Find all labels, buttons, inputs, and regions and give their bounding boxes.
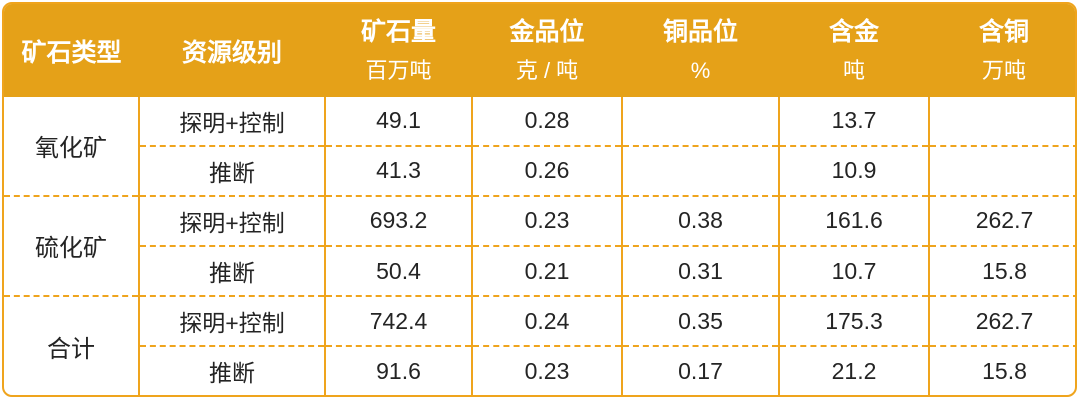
ore-tonnage-cell: 742.4 — [324, 295, 472, 347]
table-row: 氧化矿 探明+控制 49.1 0.28 13.7 — [4, 97, 1075, 162]
gold-grade-cell: 0.24 — [471, 295, 622, 347]
ore-type-cell: 硫化矿 — [4, 194, 139, 297]
header-row: 矿石类型 资源级别 矿石量 百万吨 金品位 克 / 吨 — [4, 4, 1075, 97]
gold-content-cell: 161.6 — [778, 194, 929, 246]
header-ore-tonnage: 矿石量 百万吨 — [325, 4, 472, 97]
ore-type-cell: 氧化矿 — [35, 135, 107, 163]
header-copper-grade: 铜品位 % — [622, 4, 779, 97]
header-copper-content-title: 含铜 — [978, 17, 1029, 46]
header-gold-grade-unit: 克 / 吨 — [515, 57, 579, 83]
copper-content-cell — [928, 144, 1075, 196]
header-copper-grade-unit: % — [690, 57, 711, 83]
copper-content-cell: 15.8 — [928, 244, 1075, 297]
gold-content-cell: 10.7 — [778, 244, 929, 297]
header-gold-content: 含金 吨 — [779, 4, 929, 97]
gold-grade-cell: 0.23 — [471, 345, 622, 395]
gold-grade-cell: 0.26 — [471, 144, 622, 196]
ore-tonnage-cell: 41.3 — [324, 144, 472, 196]
resource-table: 矿石类型 资源级别 矿石量 百万吨 金品位 克 / 吨 — [4, 4, 1075, 395]
header-gold-grade-title: 金品位 — [509, 17, 585, 46]
header-ore-tonnage-title: 矿石量 — [360, 17, 436, 46]
table-row: 合计 探明+控制 742.4 0.24 0.35 175.3 262.7 — [4, 295, 1075, 395]
ore-tonnage-cell: 49.1 — [324, 97, 472, 146]
resource-level-cell: 探明+控制 — [138, 295, 325, 347]
header-ore-tonnage-unit: 百万吨 — [365, 57, 432, 83]
table-body: 氧化矿 探明+控制 49.1 0.28 13.7 推断 41.3 0.26 10… — [4, 97, 1075, 395]
gold-content-cell: 10.9 — [778, 144, 929, 196]
copper-grade-cell: 0.17 — [621, 345, 779, 395]
gold-content-cell: 13.7 — [778, 97, 929, 146]
header-copper-content: 含铜 万吨 — [929, 4, 1075, 97]
resource-level-cell: 探明+控制 — [138, 194, 325, 246]
gold-grade-cell: 0.21 — [471, 244, 622, 297]
resource-level-cell: 探明+控制 — [138, 97, 325, 146]
copper-content-cell: 15.8 — [928, 345, 1075, 395]
ore-tonnage-cell: 693.2 — [324, 194, 472, 246]
header-gold-content-title: 含金 — [828, 17, 879, 46]
header-ore-type: 矿石类型 — [4, 4, 139, 97]
ore-type-cell: 合计 — [4, 295, 139, 395]
gold-grade-cell: 0.23 — [471, 194, 622, 246]
gold-content-cell: 21.2 — [778, 345, 929, 395]
header-copper-grade-title: 铜品位 — [662, 17, 738, 46]
resource-level-cell: 推断 — [138, 244, 325, 297]
table-row: 推断 91.6 0.23 0.17 21.2 15.8 — [4, 345, 1075, 395]
gold-content-cell: 175.3 — [778, 295, 929, 347]
header-gold-grade: 金品位 克 / 吨 — [472, 4, 622, 97]
copper-grade-cell: 0.35 — [621, 295, 779, 347]
table-header: 矿石类型 资源级别 矿石量 百万吨 金品位 克 / 吨 — [4, 4, 1075, 97]
header-resource-level: 资源级别 — [139, 4, 325, 97]
header-gold-content-unit: 吨 — [842, 57, 865, 83]
copper-content-cell: 262.7 — [928, 295, 1075, 347]
gold-grade-cell: 0.28 — [471, 97, 622, 146]
ore-tonnage-cell: 50.4 — [324, 244, 472, 297]
resource-level-cell: 推断 — [138, 144, 325, 196]
ore-tonnage-cell: 91.6 — [324, 345, 472, 395]
copper-content-cell — [928, 97, 1075, 146]
copper-grade-cell — [621, 97, 779, 146]
copper-grade-cell: 0.38 — [621, 194, 779, 246]
copper-grade-cell: 0.31 — [621, 244, 779, 297]
table-row: 推断 41.3 0.26 10.9 — [4, 144, 1075, 196]
resource-level-cell: 推断 — [138, 345, 325, 395]
header-ore-type-label: 矿石类型 — [21, 38, 122, 67]
header-copper-content-unit: 万吨 — [981, 57, 1026, 83]
copper-grade-cell — [621, 144, 779, 196]
header-resource-level-label: 资源级别 — [181, 38, 282, 67]
copper-content-cell: 262.7 — [928, 194, 1075, 246]
table-row: 硫化矿 探明+控制 693.2 0.23 0.38 161.6 262.7 — [4, 194, 1075, 297]
table-row: 推断 50.4 0.21 0.31 10.7 15.8 — [4, 244, 1075, 297]
